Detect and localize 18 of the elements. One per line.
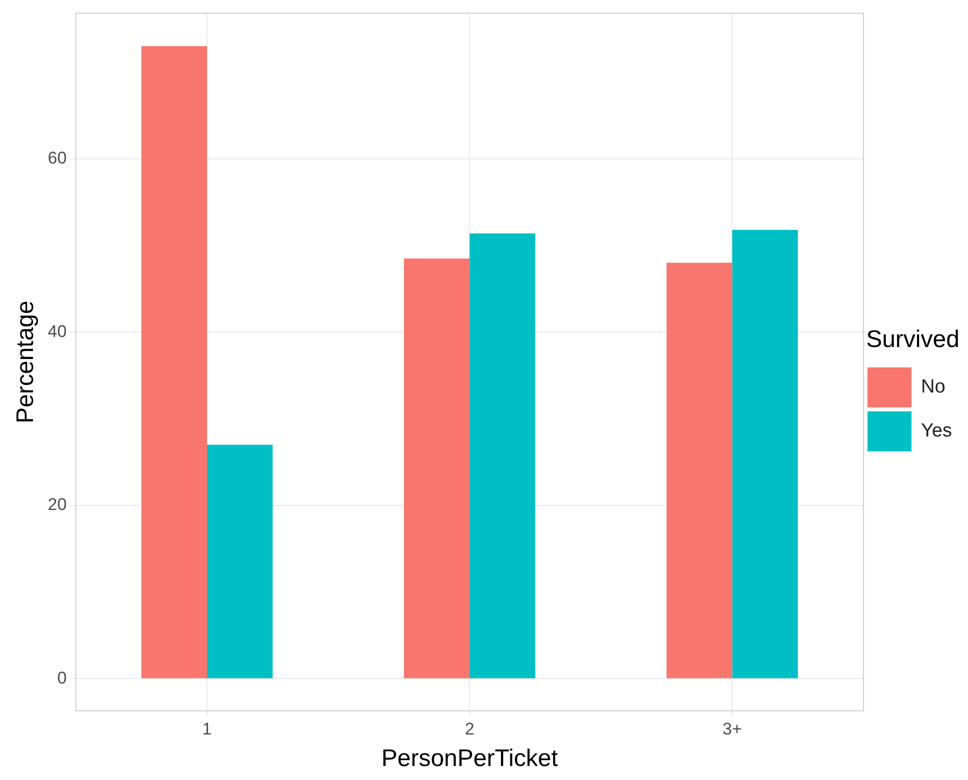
x-tick-label: 1 [202, 720, 212, 739]
y-tick-label: 0 [57, 668, 67, 688]
x-tick-label: 2 [464, 720, 474, 739]
y-tick-label: 20 [48, 495, 67, 514]
legend-label: No [921, 376, 946, 398]
bar [207, 444, 273, 678]
y-axis-title: Percentage [12, 300, 40, 424]
x-axis-title: PersonPerTicket [381, 745, 558, 772]
bar [732, 230, 798, 678]
y-tick-label: 40 [48, 322, 67, 341]
bar [470, 233, 536, 678]
y-tick-label: 60 [48, 148, 67, 168]
x-tick-label: 3+ [722, 720, 742, 739]
bar [666, 262, 732, 678]
bar [141, 46, 208, 678]
legend-title: Survived [866, 326, 960, 354]
bar [404, 258, 470, 678]
legend-label: Yes [921, 420, 952, 442]
